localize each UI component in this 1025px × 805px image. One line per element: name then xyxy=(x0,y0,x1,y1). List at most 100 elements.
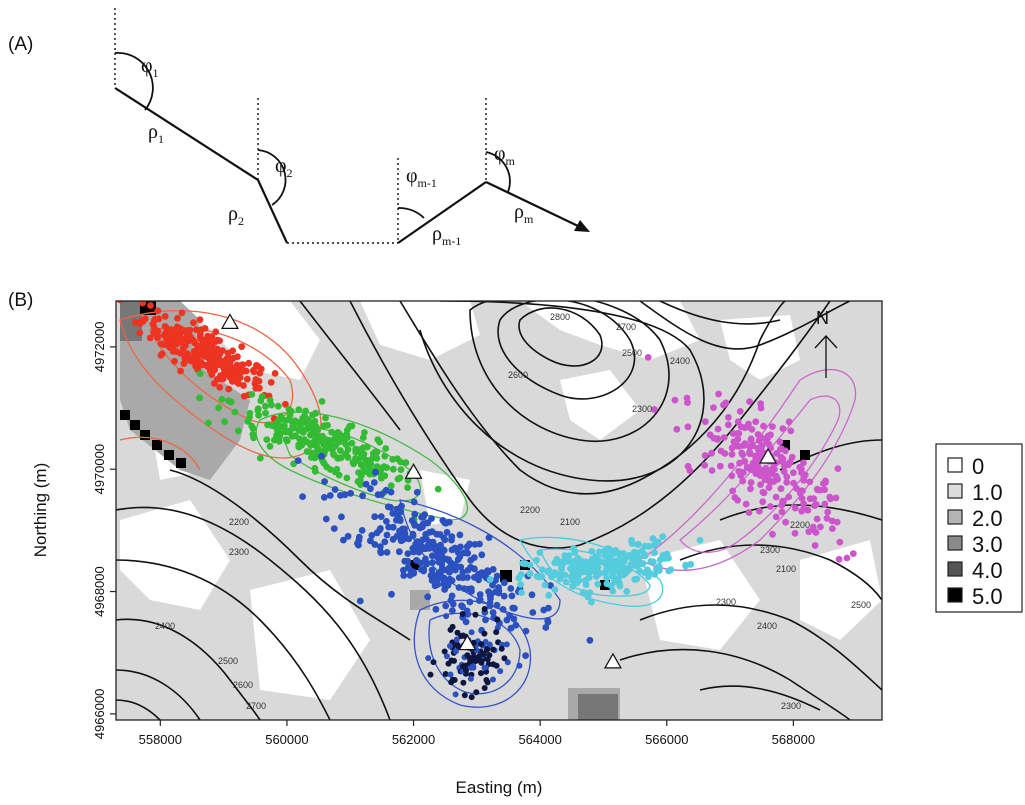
scatter-point xyxy=(528,591,536,599)
scatter-point xyxy=(464,566,472,574)
scatter-point xyxy=(410,498,418,506)
scatter-point xyxy=(318,452,325,460)
scatter-point xyxy=(442,602,450,610)
scatter-point xyxy=(770,477,778,485)
scatter-point xyxy=(824,508,832,516)
scatter-point xyxy=(557,570,564,578)
scatter-point xyxy=(181,342,189,350)
scatter-point xyxy=(283,416,291,424)
contour-label: 2100 xyxy=(560,517,580,527)
scatter-point xyxy=(383,549,391,556)
scatter-point xyxy=(486,592,494,599)
scatter-point xyxy=(772,513,780,521)
scatter-point xyxy=(382,445,390,452)
scatter-point xyxy=(423,560,430,568)
scatter-point xyxy=(645,573,652,581)
scatter-point xyxy=(466,541,474,548)
svg-text:ρm-1: ρm-1 xyxy=(432,223,461,248)
scatter-point xyxy=(389,456,397,463)
scatter-point xyxy=(343,431,350,438)
scatter-point xyxy=(800,474,808,482)
scatter-point xyxy=(237,362,245,370)
scatter-point xyxy=(285,405,293,413)
scatter-point xyxy=(586,636,594,644)
scatter-point xyxy=(384,503,392,511)
scatter-point xyxy=(245,359,253,367)
scatter-point xyxy=(833,518,841,526)
scatter-point xyxy=(234,427,242,435)
scatter-point xyxy=(376,438,383,446)
scatter-point xyxy=(737,468,745,476)
scatter-point xyxy=(405,535,413,543)
scatter-point xyxy=(139,301,146,307)
scatter-point xyxy=(714,425,722,433)
scatter-point xyxy=(736,408,744,415)
scatter-point xyxy=(463,607,471,615)
scatter-point xyxy=(798,465,805,473)
scatter-point xyxy=(330,525,338,532)
scatter-point xyxy=(324,421,331,429)
scatter-point xyxy=(271,370,279,377)
contour-label: 2200 xyxy=(520,505,540,515)
scatter-point xyxy=(213,376,221,383)
scatter-point xyxy=(510,615,518,623)
scatter-point xyxy=(654,538,662,546)
scatter-point xyxy=(516,662,523,669)
scatter-point xyxy=(321,478,328,485)
scatter-point xyxy=(538,573,546,580)
scatter-point xyxy=(383,531,391,539)
scatter-point xyxy=(367,460,375,468)
scatter-point xyxy=(393,511,401,518)
scatter-point xyxy=(223,356,230,363)
scatter-point xyxy=(344,446,352,453)
scatter-point xyxy=(615,550,623,558)
contour-label: 2400 xyxy=(155,621,175,631)
scatter-point xyxy=(758,442,766,450)
scatter-point xyxy=(171,357,178,365)
phi-1-symbol: φ xyxy=(141,55,153,77)
scatter-point xyxy=(811,542,819,549)
scatter-point xyxy=(253,362,260,369)
scatter-point xyxy=(347,489,354,497)
scatter-point xyxy=(389,465,397,473)
scatter-point xyxy=(320,494,328,501)
scatter-point xyxy=(708,449,715,457)
scatter-point xyxy=(383,464,391,471)
scatter-point xyxy=(230,377,238,385)
scatter-point xyxy=(767,503,774,510)
scatter-point xyxy=(433,552,441,560)
scatter-point xyxy=(522,627,530,635)
scatter-point xyxy=(745,420,752,428)
scatter-point xyxy=(812,501,820,508)
x-tick-label: 568000 xyxy=(772,732,815,747)
contour-label: 2500 xyxy=(218,656,238,666)
scatter-point xyxy=(701,461,708,469)
scatter-point xyxy=(157,352,165,359)
scatter-point xyxy=(772,493,780,501)
scatter-point xyxy=(480,651,487,658)
scatter-point xyxy=(452,648,459,655)
scatter-point xyxy=(644,354,652,361)
scatter-point xyxy=(489,566,497,573)
scatter-point xyxy=(609,587,617,595)
scatter-point xyxy=(762,464,770,472)
scatter-point xyxy=(295,427,303,434)
scatter-point xyxy=(701,418,709,426)
scatter-point xyxy=(413,538,421,546)
scatter-point xyxy=(361,429,368,436)
scatter-point xyxy=(713,435,721,443)
scatter-point xyxy=(545,591,553,599)
scatter-point xyxy=(268,401,275,409)
scatter-point xyxy=(628,540,636,547)
scatter-point xyxy=(406,571,414,579)
scatter-point xyxy=(533,556,540,564)
scatter-point xyxy=(806,495,814,503)
scatter-point xyxy=(708,467,716,474)
scatter-point xyxy=(244,418,252,425)
scatter-point xyxy=(274,417,282,425)
scatter-point xyxy=(715,390,722,398)
scatter-point xyxy=(459,568,467,576)
scatter-point xyxy=(422,555,429,563)
scatter-point xyxy=(435,575,442,582)
scatter-point xyxy=(701,452,709,459)
